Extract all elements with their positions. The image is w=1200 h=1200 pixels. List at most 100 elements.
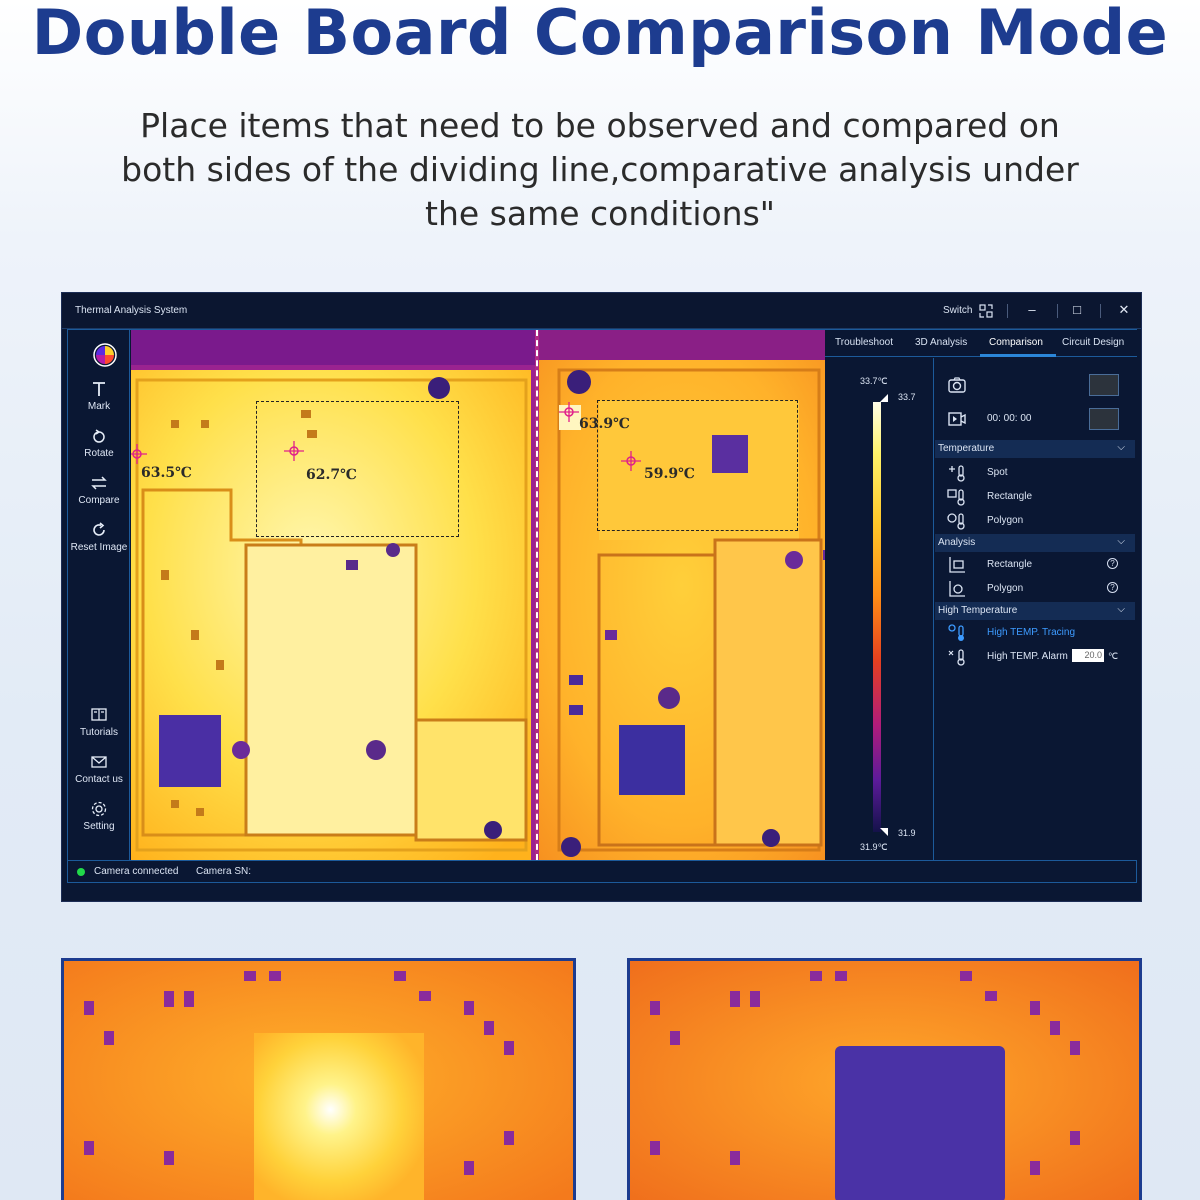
tab-circuit-design[interactable]: Circuit Design bbox=[1062, 337, 1125, 348]
roi-rectangle[interactable] bbox=[256, 401, 459, 537]
tab-3d-analysis[interactable]: 3D Analysis bbox=[915, 337, 968, 348]
sidebar: Mark Rotate Compare Reset Image bbox=[68, 330, 130, 860]
section-analysis[interactable]: Analysis ⌵ bbox=[935, 534, 1135, 552]
camera-icon[interactable] bbox=[947, 376, 967, 394]
alarm-thermometer-icon[interactable] bbox=[947, 648, 967, 666]
sidebar-item-label: Contact us bbox=[75, 774, 123, 785]
window-title: Thermal Analysis System bbox=[75, 305, 188, 316]
text-icon bbox=[93, 382, 105, 396]
alarm-threshold-input[interactable]: 20.0 bbox=[1072, 649, 1104, 662]
section-title: Temperature bbox=[938, 443, 995, 454]
scale-min-marker-icon[interactable] bbox=[880, 828, 888, 836]
help-icon[interactable]: ? bbox=[1107, 582, 1118, 593]
sidebar-item-label: Setting bbox=[83, 821, 115, 832]
capture-row bbox=[935, 374, 1137, 400]
analysis-rectangle[interactable]: Rectangle ? bbox=[935, 556, 1137, 576]
separator bbox=[1100, 304, 1101, 318]
compare-icon bbox=[91, 476, 107, 490]
high-temp-tracing[interactable]: High TEMP. Tracing bbox=[935, 624, 1137, 644]
rectangle-thermometer-icon bbox=[947, 489, 965, 506]
dividing-line-dash bbox=[536, 330, 538, 860]
tool-polygon[interactable]: Polygon bbox=[935, 512, 1137, 532]
gear-icon bbox=[91, 801, 107, 817]
analysis-rectangle-icon bbox=[949, 557, 965, 573]
section-title: Analysis bbox=[938, 537, 976, 548]
unit-label: ℃ bbox=[1108, 651, 1119, 661]
zoom-thermal-right bbox=[630, 961, 1139, 1200]
section-title: High Temperature bbox=[938, 605, 1018, 616]
switch-icon[interactable] bbox=[978, 303, 994, 319]
maximize-icon[interactable]: □ bbox=[1073, 302, 1081, 317]
tab-bar: Troubleshoot 3D Analysis Comparison Circ… bbox=[825, 330, 1137, 357]
section-temperature[interactable]: Temperature ⌵ bbox=[935, 440, 1135, 458]
status-bar: Camera connected Camera SN: bbox=[68, 860, 1137, 882]
crosshair-icon[interactable] bbox=[559, 402, 579, 422]
sidebar-item-label: Mark bbox=[87, 401, 111, 412]
tool-label: Rectangle bbox=[987, 559, 1033, 570]
spot-thermometer-icon bbox=[949, 465, 965, 482]
comparison-controls: 00: 00: 00 Temperature ⌵ Spot bbox=[935, 358, 1137, 860]
tab-comparison[interactable]: Comparison bbox=[989, 337, 1043, 348]
right-panel: Troubleshoot 3D Analysis Comparison Circ… bbox=[825, 330, 1137, 860]
camera-sn: Camera SN: bbox=[196, 866, 252, 877]
switch-button[interactable]: Switch bbox=[943, 305, 973, 316]
chevron-down-icon[interactable]: ⌵ bbox=[1117, 604, 1125, 615]
thermal-view-left[interactable]: 63.5℃ 62.7℃ bbox=[131, 330, 535, 860]
tab-troubleshoot[interactable]: Troubleshoot bbox=[835, 337, 893, 348]
roi-rectangle[interactable] bbox=[597, 400, 798, 531]
separator bbox=[1007, 304, 1008, 318]
sidebar-item-label: Rotate bbox=[84, 448, 114, 459]
crosshair-icon[interactable] bbox=[621, 451, 641, 471]
thermal-image-right bbox=[539, 330, 825, 860]
sidebar-item-label: Tutorials bbox=[80, 727, 118, 738]
chevron-down-icon[interactable]: ⌵ bbox=[1117, 536, 1125, 547]
sidebar-item-setting[interactable]: Setting bbox=[68, 800, 130, 832]
scale-max-label: 33.7℃ bbox=[860, 376, 888, 386]
sidebar-item-contact-us[interactable]: Contact us bbox=[68, 753, 130, 785]
sidebar-item-reset-image[interactable]: Reset Image bbox=[68, 521, 130, 553]
chevron-down-icon[interactable]: ⌵ bbox=[1117, 442, 1125, 453]
app-logo-icon[interactable] bbox=[93, 343, 117, 367]
tool-spot[interactable]: Spot bbox=[935, 464, 1137, 484]
close-icon[interactable]: ✕ bbox=[1118, 302, 1130, 317]
sidebar-item-rotate[interactable]: Rotate bbox=[68, 427, 130, 459]
help-icon[interactable]: ? bbox=[1107, 558, 1118, 569]
minimize-icon[interactable]: – bbox=[1028, 302, 1036, 317]
tracing-thermometer-icon bbox=[948, 624, 964, 641]
tool-label: Polygon bbox=[987, 515, 1024, 526]
sidebar-item-compare[interactable]: Compare bbox=[68, 474, 130, 506]
zoom-thermal-left bbox=[64, 961, 573, 1200]
tutorials-icon bbox=[91, 708, 107, 721]
polygon-thermometer-icon bbox=[947, 513, 965, 530]
color-scale: 33.7℃ 33.7 31.9 31.9℃ bbox=[825, 358, 934, 860]
crosshair-icon[interactable] bbox=[131, 444, 147, 464]
color-scale-bar bbox=[873, 402, 881, 832]
tool-label: Rectangle bbox=[987, 491, 1033, 502]
scale-max-value: 33.7 bbox=[898, 392, 916, 402]
reset-icon bbox=[93, 522, 105, 536]
temperature-label: 63.9℃ bbox=[579, 416, 630, 432]
record-time: 00: 00: 00 bbox=[987, 413, 1032, 424]
video-icon[interactable] bbox=[947, 410, 967, 428]
scale-min-value: 31.9 bbox=[898, 828, 916, 838]
tool-rectangle[interactable]: Rectangle bbox=[935, 488, 1137, 508]
sidebar-item-tutorials[interactable]: Tutorials bbox=[68, 706, 130, 738]
temperature-label: 63.5℃ bbox=[141, 465, 192, 481]
snapshot-color-swatch[interactable] bbox=[1089, 374, 1119, 396]
section-high-temperature[interactable]: High Temperature ⌵ bbox=[935, 602, 1135, 620]
separator bbox=[1057, 304, 1058, 318]
record-color-swatch[interactable] bbox=[1089, 408, 1119, 430]
scale-max-marker-icon[interactable] bbox=[880, 394, 888, 402]
scale-min-label: 31.9℃ bbox=[860, 842, 888, 852]
sidebar-item-label: Reset Image bbox=[70, 542, 128, 553]
app-window: Thermal Analysis System Switch – □ ✕ Mar… bbox=[61, 292, 1142, 902]
tracing-label: High TEMP. Tracing bbox=[987, 627, 1076, 638]
mail-icon bbox=[91, 756, 107, 768]
subtitle-line: the same conditions" bbox=[425, 194, 775, 233]
analysis-polygon[interactable]: Polygon ? bbox=[935, 580, 1137, 600]
thermal-view-right[interactable]: 63.9℃ 59.9℃ bbox=[539, 330, 825, 860]
rotate-icon bbox=[93, 429, 105, 443]
active-tab-indicator bbox=[980, 354, 1056, 357]
crosshair-icon[interactable] bbox=[284, 441, 304, 461]
sidebar-item-mark[interactable]: Mark bbox=[68, 380, 130, 412]
